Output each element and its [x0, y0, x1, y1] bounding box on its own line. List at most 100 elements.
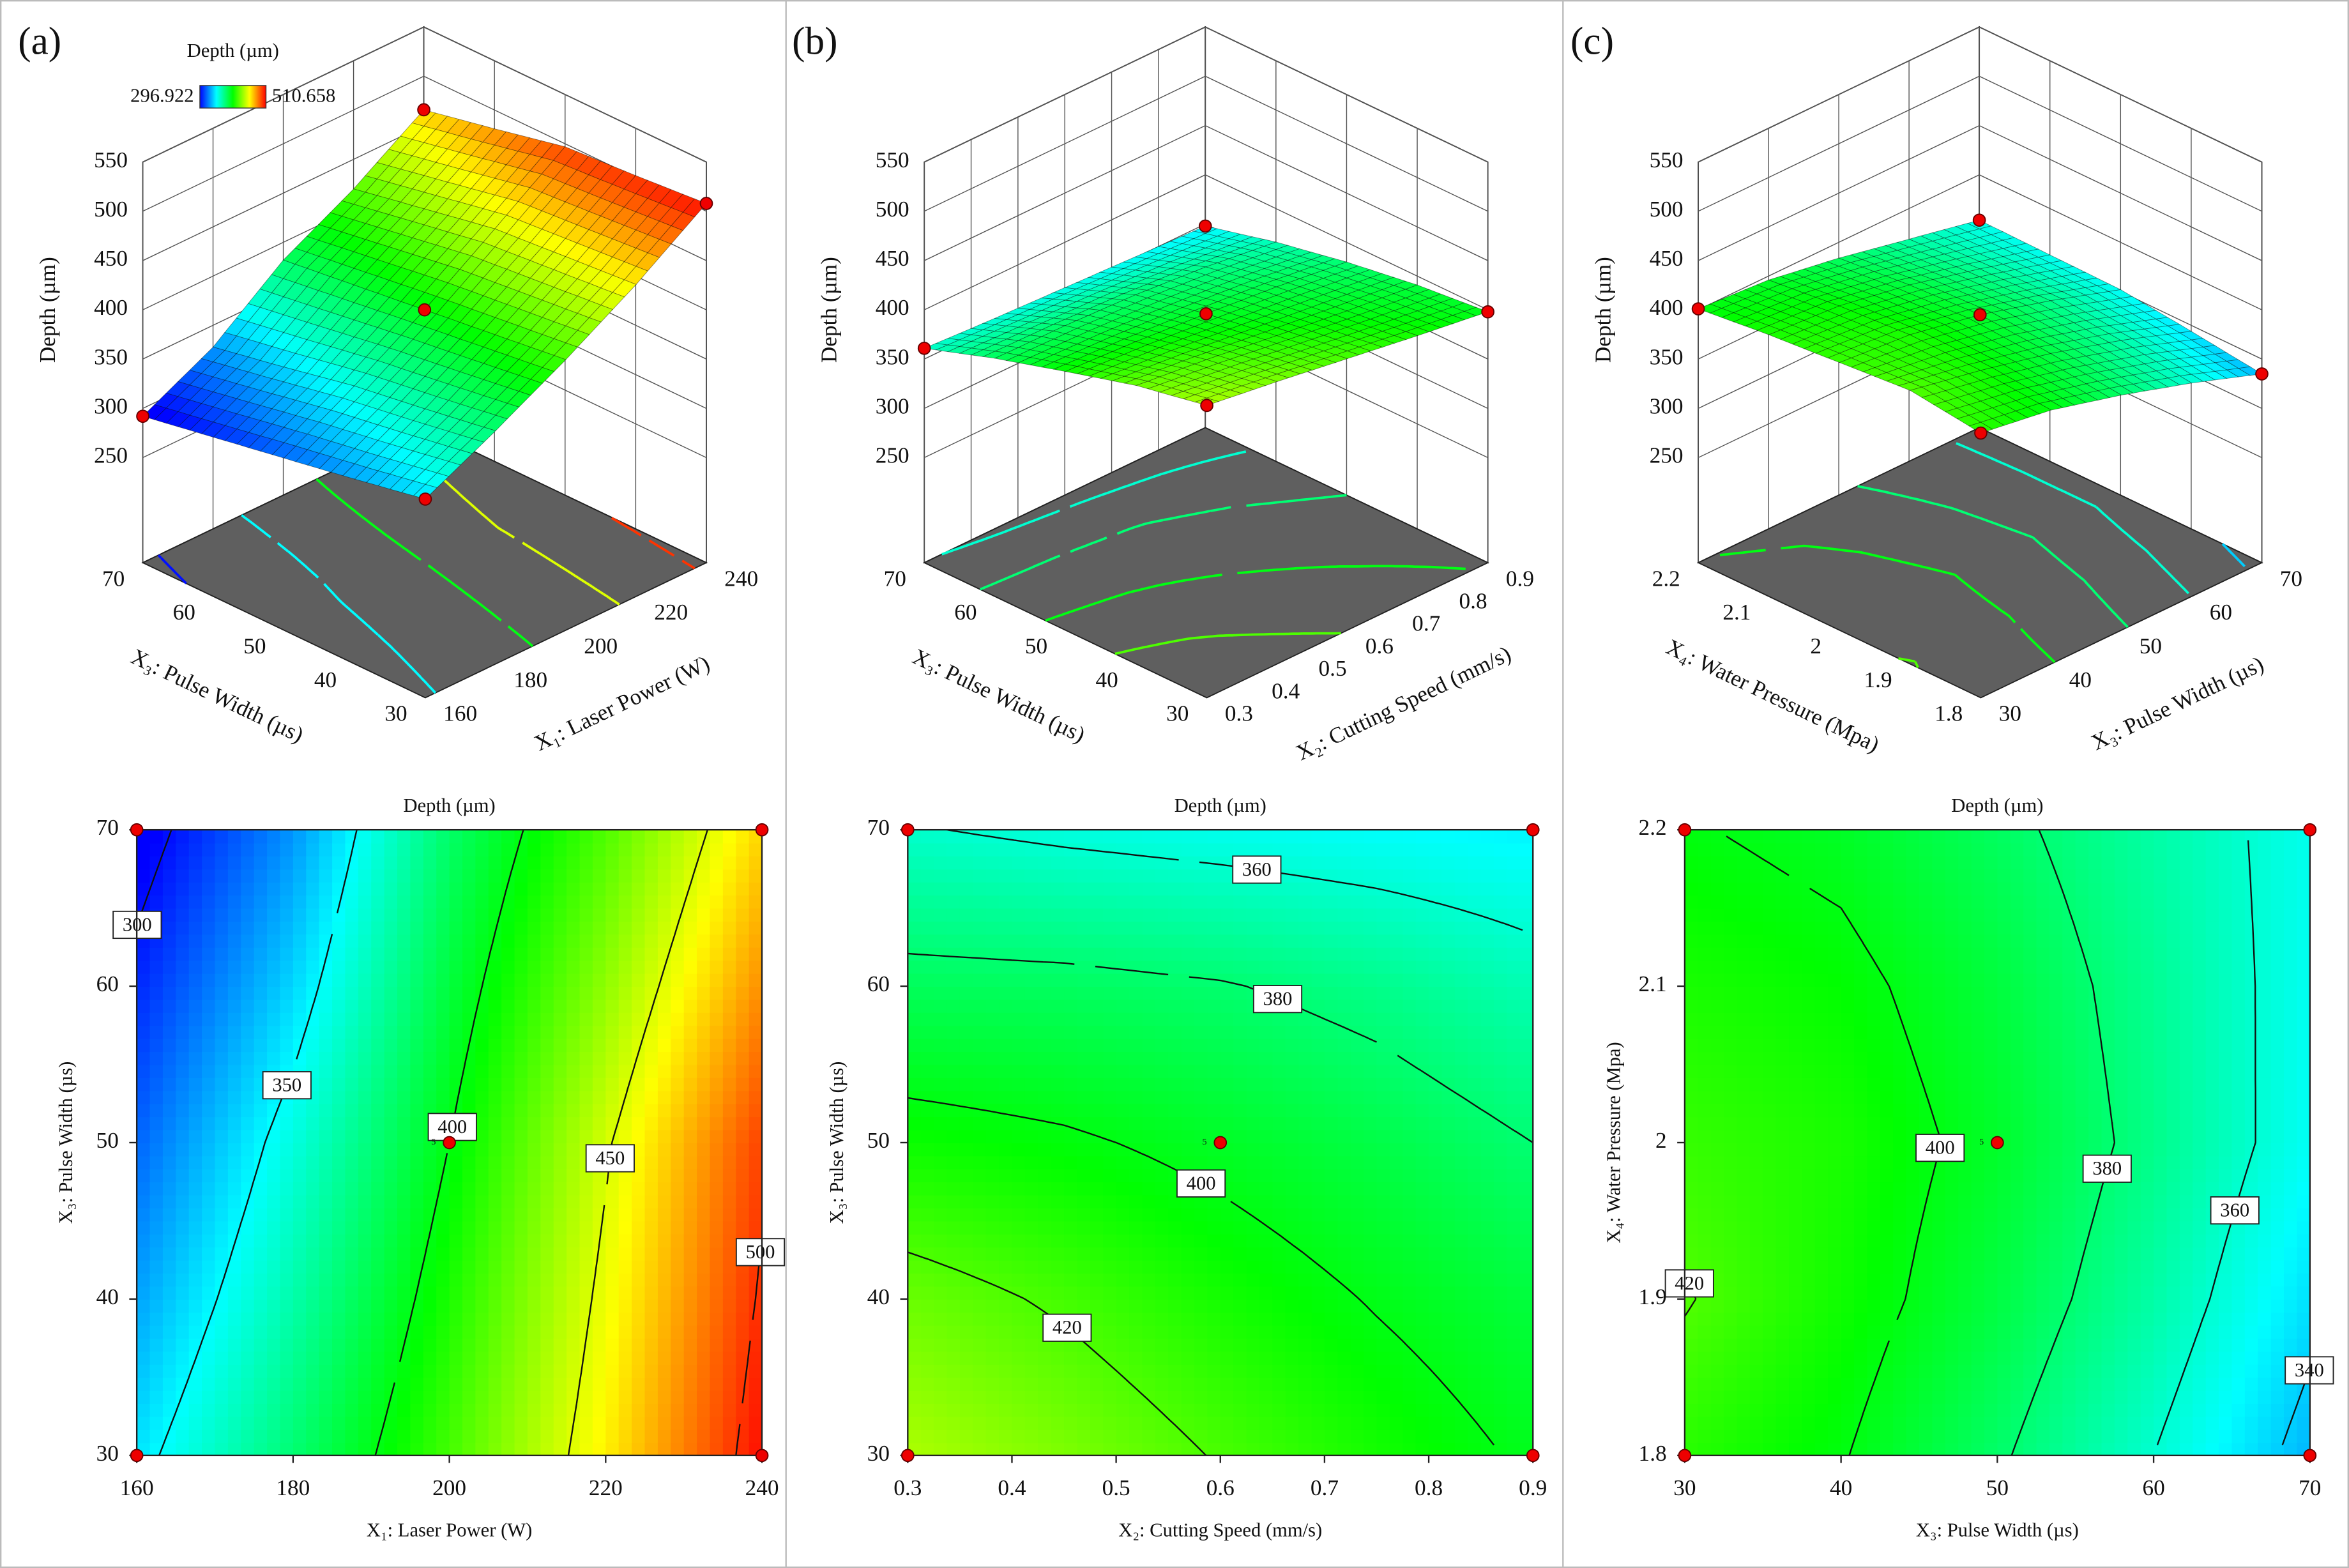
contour-cell [384, 921, 398, 935]
contour-cell [1024, 947, 1039, 961]
contour-cell [319, 1364, 333, 1378]
contour-cell [632, 1116, 646, 1130]
contour-cell [1064, 1351, 1078, 1365]
contour-cell [1012, 1273, 1026, 1287]
surface-cell [518, 260, 543, 279]
contour-cell [722, 1077, 737, 1092]
contour-cell [1233, 1012, 1247, 1026]
contour-cell [1181, 921, 1195, 935]
contour-cell [514, 1286, 528, 1300]
contour-cell [1168, 1442, 1182, 1456]
contour-cell [149, 1429, 163, 1443]
contour-cell [176, 1338, 190, 1352]
contour-cell [644, 1194, 658, 1208]
contour-cell [358, 1168, 372, 1183]
contour-cell [397, 895, 411, 909]
contour-cell [605, 1077, 620, 1092]
surface-cell [248, 436, 273, 452]
contour-cell [397, 1403, 411, 1417]
contour-cell [384, 881, 398, 896]
contour-cell [973, 1390, 987, 1404]
surface-cell [471, 313, 496, 331]
z-tick-label: 400 [94, 295, 128, 320]
contour-cell [1051, 947, 1065, 961]
contour-cell [1024, 1129, 1039, 1143]
contour-cell [999, 855, 1013, 870]
contour-cell [1259, 1273, 1273, 1287]
contour-cell [149, 1298, 163, 1313]
contour-cell [605, 1429, 620, 1443]
contour-cell [1272, 1338, 1286, 1352]
contour-cell [632, 1194, 646, 1208]
contour-cell [162, 1442, 177, 1456]
contour-cell [267, 1364, 281, 1378]
contour-cell [671, 1351, 685, 1365]
contour-cell [1051, 1247, 1065, 1261]
contour-cell [683, 1142, 698, 1157]
contour-cell [358, 1155, 372, 1169]
contour-cell [293, 1103, 307, 1118]
contour-cell [410, 1168, 424, 1183]
contour-cell [644, 908, 658, 922]
contour-cell [1155, 1247, 1169, 1261]
contour-cell [1090, 1090, 1104, 1104]
contour-cell [358, 1442, 372, 1456]
contour-cell [1181, 830, 1195, 844]
contour-cell [1259, 1338, 1273, 1352]
contour-cell [1181, 1377, 1195, 1391]
contour-cell [1220, 999, 1235, 1013]
contour-cell [1129, 1103, 1143, 1118]
contour-cell [1207, 1429, 1221, 1443]
contour-cell [436, 1064, 450, 1078]
contour-cell [202, 1077, 216, 1092]
contour-cell [749, 1103, 763, 1118]
surface-cell [542, 304, 566, 323]
contour-cell [1272, 1351, 1286, 1365]
contour-cell [1168, 830, 1182, 844]
contour-cell [1038, 1429, 1052, 1443]
contour-cell [462, 1077, 476, 1092]
contour-cell [1181, 934, 1195, 948]
surface-cell [330, 366, 355, 383]
contour-cell [973, 855, 987, 870]
contour-cell [1246, 1273, 1260, 1287]
contour-cell [1233, 1298, 1247, 1313]
contour-cell [657, 999, 672, 1013]
contour-cell [227, 908, 242, 922]
contour-cell [1024, 1233, 1039, 1248]
contour-cell [280, 1416, 294, 1430]
contour-cell [1116, 1182, 1130, 1196]
contour-cell [319, 1325, 333, 1339]
contour-cell [946, 1390, 961, 1404]
contour-cell [592, 999, 607, 1013]
contour-cell [1233, 1364, 1247, 1378]
contour-cell [1038, 1260, 1052, 1274]
contour-cell [436, 1273, 450, 1287]
contour-cell [1272, 1286, 1286, 1300]
contour-cell [697, 1273, 711, 1287]
contour-cell [579, 1312, 593, 1326]
contour-cell [227, 1129, 242, 1143]
contour-cell [254, 1025, 268, 1039]
contour-cell [267, 921, 281, 935]
contour-cell [934, 934, 948, 948]
contour-cell [332, 1208, 346, 1222]
contour-cell [553, 881, 568, 896]
contour-cell [423, 1273, 437, 1287]
contour-cell [1103, 1429, 1117, 1443]
contour-cell [632, 1182, 646, 1196]
contour-cell [1103, 855, 1117, 870]
y-tick-label: 50 [96, 1128, 119, 1153]
contour-cell [999, 1221, 1013, 1235]
contour-cell [319, 1129, 333, 1143]
contour-cell [632, 1390, 646, 1404]
contour-cell [410, 842, 424, 856]
contour-cell [1090, 1194, 1104, 1208]
contour-cell [632, 1325, 646, 1339]
contour-cell [254, 986, 268, 1000]
surface-cell [330, 333, 355, 351]
contour-cell [215, 999, 229, 1013]
contour-cell [1129, 1351, 1143, 1365]
contour-cell [683, 869, 698, 883]
contour-cell [540, 1325, 554, 1339]
